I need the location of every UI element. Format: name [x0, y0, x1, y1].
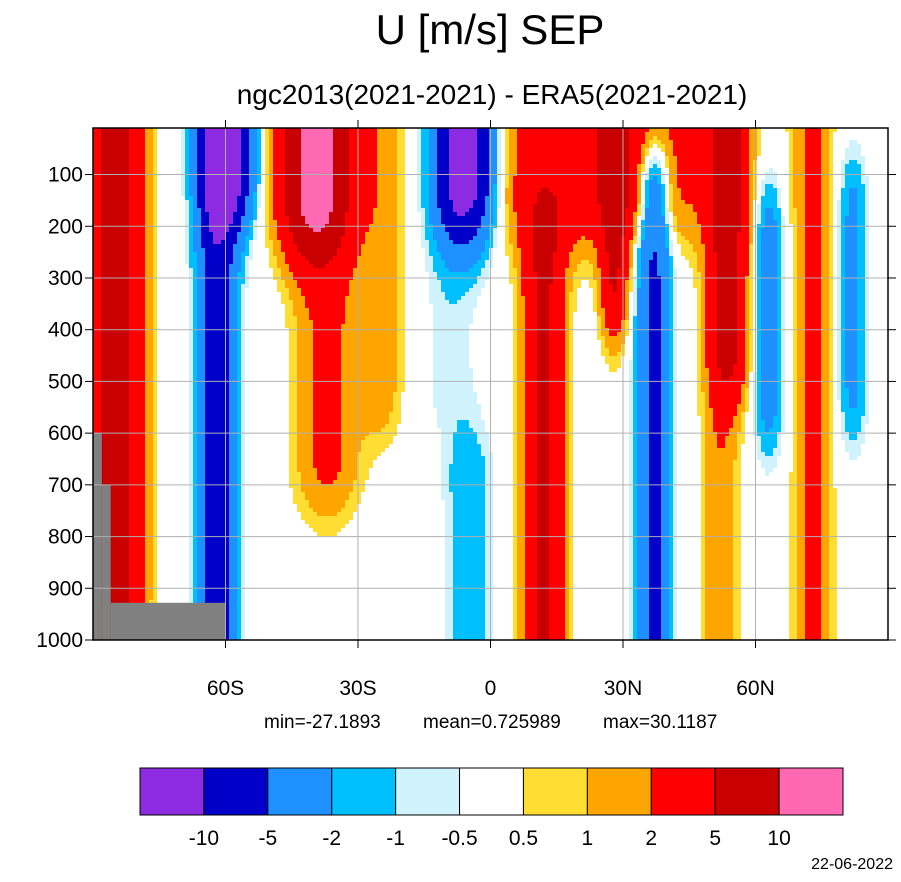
- chart-title: U [m/s] SEP: [376, 6, 605, 53]
- colorbar-label-6: 1: [582, 827, 594, 850]
- colorbar-labels: -10 -5 -2 -1 -0.5 0.5 1 2 5 10: [189, 827, 791, 850]
- colorbar-swatch-10: [779, 768, 843, 815]
- colorbar-swatch-8: [651, 768, 715, 815]
- missing-mask-2: [111, 603, 226, 640]
- stat-mean: mean=0.725989: [423, 712, 561, 733]
- stat-max: max=30.1187: [603, 712, 717, 733]
- y-tick-label-1: 200: [48, 215, 83, 238]
- y-tick-label-0: 100: [48, 164, 83, 187]
- contour-field: [93, 128, 890, 641]
- colorbar-label-2: -2: [322, 827, 341, 850]
- x-tick-label-0: 60S: [207, 677, 244, 700]
- y-tick-label-6: 700: [48, 474, 83, 497]
- y-tick-label-7: 800: [48, 526, 83, 549]
- colorbar-swatch-4: [396, 768, 460, 815]
- y-tick-label-4: 500: [48, 370, 83, 393]
- stat-min: min=-27.1893: [264, 712, 381, 733]
- chart-subtitle: ngc2013(2021-2021) - ERA5(2021-2021): [237, 79, 748, 110]
- y-tick-label-5: 600: [48, 422, 83, 445]
- y-tick-label-2: 300: [48, 267, 83, 290]
- x-tick-label-3: 30N: [604, 677, 643, 700]
- missing-mask-1: [102, 485, 111, 640]
- colorbar-swatch-1: [204, 768, 268, 815]
- x-tick-label-1: 30S: [339, 677, 376, 700]
- colorbar-label-4: -0.5: [441, 827, 477, 850]
- colorbar-label-1: -5: [258, 827, 277, 850]
- x-tick-label-2: 0: [485, 677, 497, 700]
- colorbar: [140, 768, 843, 815]
- colorbar-label-5: 0.5: [509, 827, 538, 850]
- colorbar-swatch-9: [715, 768, 779, 815]
- chart-figure: U [m/s] SEP ngc2013(2021-2021) - ERA5(20…: [0, 0, 901, 882]
- colorbar-swatch-0: [140, 768, 204, 815]
- y-tick-label-9: 1000: [36, 629, 83, 652]
- colorbar-label-7: 2: [645, 827, 657, 850]
- date-stamp: 22-06-2022: [811, 856, 893, 873]
- colorbar-swatch-7: [587, 768, 651, 815]
- colorbar-swatch-2: [268, 768, 332, 815]
- y-tick-label-8: 900: [48, 577, 83, 600]
- colorbar-swatch-6: [523, 768, 587, 815]
- colorbar-swatch-5: [460, 768, 524, 815]
- colorbar-label-8: 5: [709, 827, 721, 850]
- colorbar-label-3: -1: [386, 827, 405, 850]
- x-tick-label-4: 60N: [736, 677, 775, 700]
- y-tick-label-3: 400: [48, 319, 83, 342]
- colorbar-label-9: 10: [767, 827, 790, 850]
- colorbar-label-0: -10: [189, 827, 219, 850]
- colorbar-swatch-3: [332, 768, 396, 815]
